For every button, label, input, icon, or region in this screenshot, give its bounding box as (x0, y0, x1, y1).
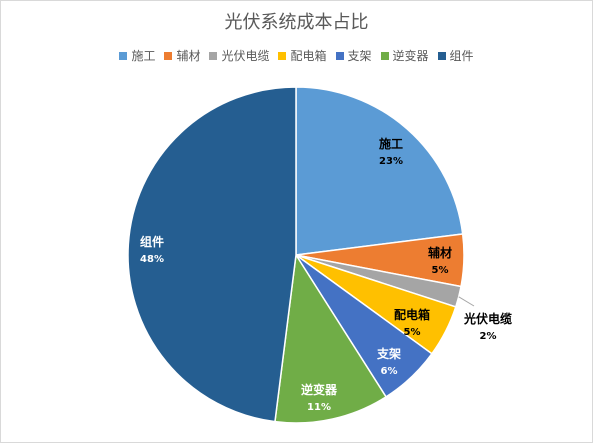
legend-label: 光伏电缆 (221, 49, 270, 63)
pie-slice (274, 252, 388, 424)
legend-label: 组件 (449, 49, 474, 63)
data-label-value: 23% (379, 156, 403, 167)
legend-item: 施工 (119, 47, 155, 64)
data-label-value: 2% (480, 331, 497, 342)
data-label-category: 光伏电缆 (463, 311, 512, 326)
legend-label: 施工 (131, 49, 156, 63)
data-label-value: 5% (432, 265, 449, 276)
legend-item: 配电箱 (278, 47, 327, 64)
legend: 施工 辅材 光伏电缆 配电箱 支架 逆变器 组件 (1, 47, 592, 64)
legend-label: 辅材 (176, 49, 201, 63)
data-label-category: 支架 (376, 346, 401, 361)
pie-slice (295, 86, 464, 256)
legend-item: 组件 (437, 47, 474, 64)
legend-label: 支架 (347, 49, 372, 63)
data-label-category: 辅材 (428, 245, 452, 260)
data-label-category: 逆变器 (301, 382, 338, 397)
legend-swatch (437, 51, 446, 60)
legend-item: 支架 (335, 47, 372, 64)
legend-swatch (119, 51, 128, 60)
data-label-value: 6% (381, 366, 398, 377)
leader-line (458, 296, 475, 307)
data-label-value: 48% (140, 254, 164, 265)
data-label-category: 施工 (379, 136, 403, 151)
data-label-value: 11% (307, 402, 331, 413)
legend-swatch (164, 51, 173, 60)
data-label-category: 组件 (140, 234, 164, 249)
pie-slice (127, 86, 297, 423)
legend-swatch (380, 51, 389, 60)
chart-title: 光伏系统成本占比 (224, 12, 369, 33)
legend-swatch (278, 51, 287, 60)
legend-item: 光伏电缆 (209, 47, 269, 64)
legend-item: 辅材 (164, 47, 200, 64)
legend-label: 逆变器 (392, 49, 429, 63)
data-label-value: 5% (404, 327, 421, 338)
legend-swatch (209, 51, 218, 60)
legend-swatch (335, 51, 344, 60)
legend-label: 配电箱 (290, 49, 327, 63)
data-label-category: 配电箱 (394, 307, 430, 322)
legend-item: 逆变器 (380, 47, 429, 64)
